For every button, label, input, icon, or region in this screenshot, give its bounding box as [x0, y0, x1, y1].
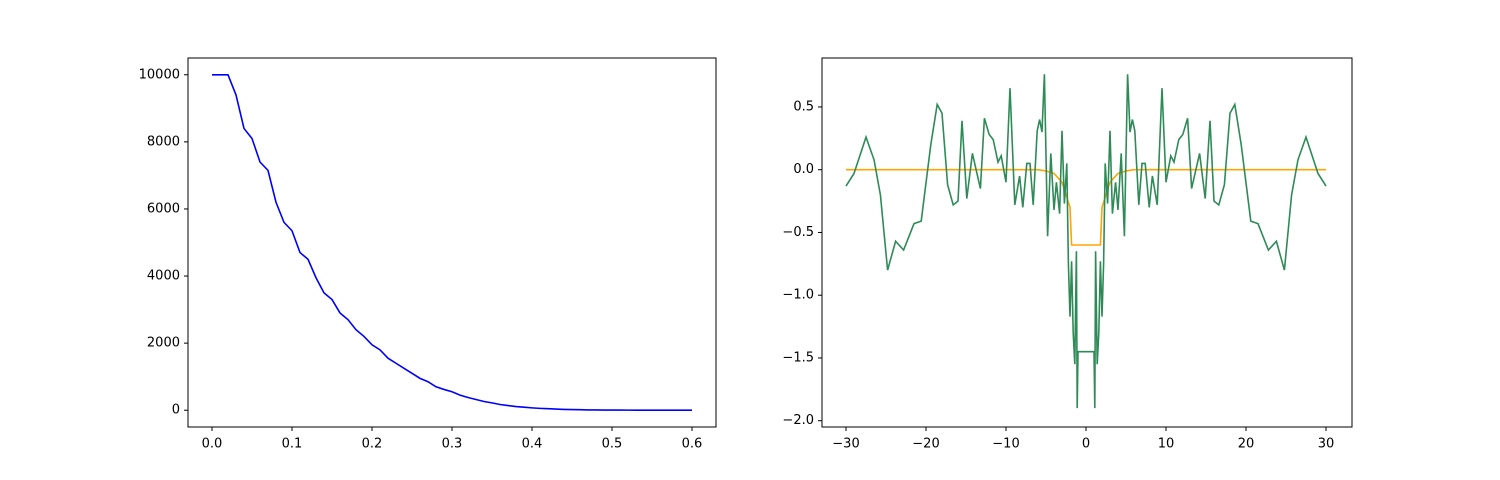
y-tick-label: 10000 — [139, 67, 180, 82]
x-tick-label: 0.3 — [442, 437, 463, 452]
axes-frame — [187, 57, 717, 428]
axes-frame — [821, 57, 1353, 428]
x-tick-label: −10 — [992, 437, 1019, 452]
line-series — [845, 74, 1327, 409]
y-tick-label: 2000 — [147, 336, 180, 351]
x-tick-label: 0.5 — [602, 437, 623, 452]
y-tick-label: 0.5 — [793, 99, 814, 114]
y-tick-label: −1.5 — [782, 350, 814, 365]
y-tick-label: −2.0 — [782, 413, 814, 428]
x-tick-label: 0.0 — [202, 437, 223, 452]
y-tick-label: 0.0 — [793, 162, 814, 177]
y-tick-label: 0 — [172, 403, 180, 418]
x-tick-label: 0 — [1082, 437, 1090, 452]
x-tick-label: −20 — [912, 437, 939, 452]
y-tick-label: 4000 — [147, 269, 180, 284]
x-tick-label: 0.2 — [362, 437, 383, 452]
y-tick-label: −0.5 — [782, 225, 814, 240]
x-tick-label: 0.6 — [682, 437, 703, 452]
x-tick-label: −30 — [832, 437, 859, 452]
line-series — [846, 168, 1326, 246]
y-tick-label: 8000 — [147, 134, 180, 149]
x-tick-label: 10 — [1158, 437, 1175, 452]
x-tick-label: 0.4 — [522, 437, 543, 452]
x-tick-label: 20 — [1238, 437, 1255, 452]
x-tick-label: 30 — [1318, 437, 1335, 452]
y-tick-label: 6000 — [147, 201, 180, 216]
x-tick-label: 0.1 — [282, 437, 303, 452]
y-tick-label: −1.0 — [782, 288, 814, 303]
line-series — [212, 73, 692, 412]
